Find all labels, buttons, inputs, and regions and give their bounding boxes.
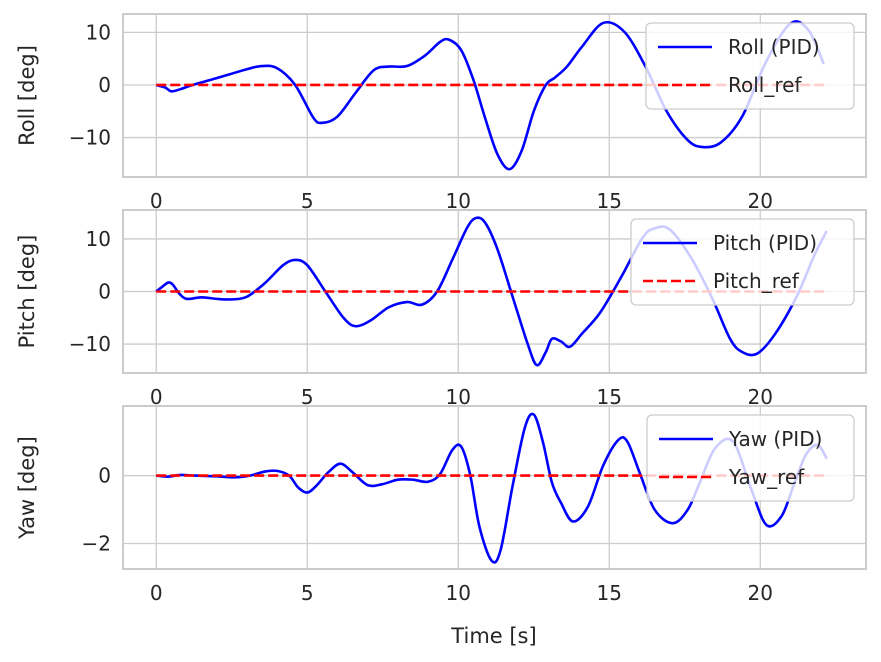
roll-legend-label-ref: Roll_ref: [728, 73, 802, 97]
roll-legend: Roll (PID) Roll_ref: [645, 22, 855, 110]
yaw-legend-label-ref: Yaw_ref: [728, 465, 805, 489]
pitch-ytick-label: −10: [69, 332, 111, 356]
yaw-xtick-label: 10: [446, 581, 471, 605]
pitch-ytick-label: 10: [86, 227, 111, 251]
yaw-xtick-label: 15: [597, 581, 622, 605]
pitch-legend-label-ref: Pitch_ref: [713, 269, 800, 293]
yaw-xtick-label: 20: [748, 581, 773, 605]
yaw-xtick-label: 5: [301, 581, 314, 605]
roll-axes-frame: [122, 13, 867, 178]
x-axis-label: Time [s]: [450, 624, 536, 648]
yaw-xtick-label: 0: [150, 581, 163, 605]
yaw-legend-label-pid: Yaw (PID): [728, 427, 822, 451]
roll-ytick-label: 0: [98, 73, 111, 97]
yaw-y-axis-label: Yaw [deg]: [15, 436, 39, 540]
roll-series-group: [155, 20, 827, 171]
roll-legend-label-pid: Roll (PID): [728, 35, 820, 59]
roll-legend-box: [645, 22, 855, 110]
roll-pid-line: [155, 20, 825, 171]
roll-xtick-label: 5: [301, 189, 314, 213]
pitch-y-axis-label: Pitch [deg]: [15, 235, 39, 349]
pitch-ytick-label: 0: [98, 280, 111, 304]
yaw-legend: Yaw (PID) Yaw_ref: [646, 414, 855, 502]
roll-xtick-label: 0: [150, 189, 163, 213]
pitch-axes-frame: [122, 209, 867, 374]
pitch-legend-box: [630, 218, 855, 306]
yaw-ytick-label: −2: [82, 532, 111, 556]
roll-ytick-label: −10: [69, 126, 111, 150]
yaw-ytick-label: 0: [98, 464, 111, 488]
pitch-legend: Pitch (PID) Pitch_ref: [630, 218, 855, 306]
roll-ytick-label: 10: [86, 20, 111, 44]
pitch-xtick-label: 0: [150, 385, 163, 409]
roll-y-axis-label: Roll [deg]: [15, 45, 39, 146]
yaw-panel: 0 5 10 15 20 0 −2 Yaw [deg] Yaw (PID) Yaw_ref: [15, 405, 867, 605]
yaw-legend-box: [646, 414, 855, 502]
yaw-axes-frame: [122, 405, 867, 570]
pitch-legend-label-pid: Pitch (PID): [713, 231, 817, 255]
pitch-xtick-label: 5: [301, 385, 314, 409]
